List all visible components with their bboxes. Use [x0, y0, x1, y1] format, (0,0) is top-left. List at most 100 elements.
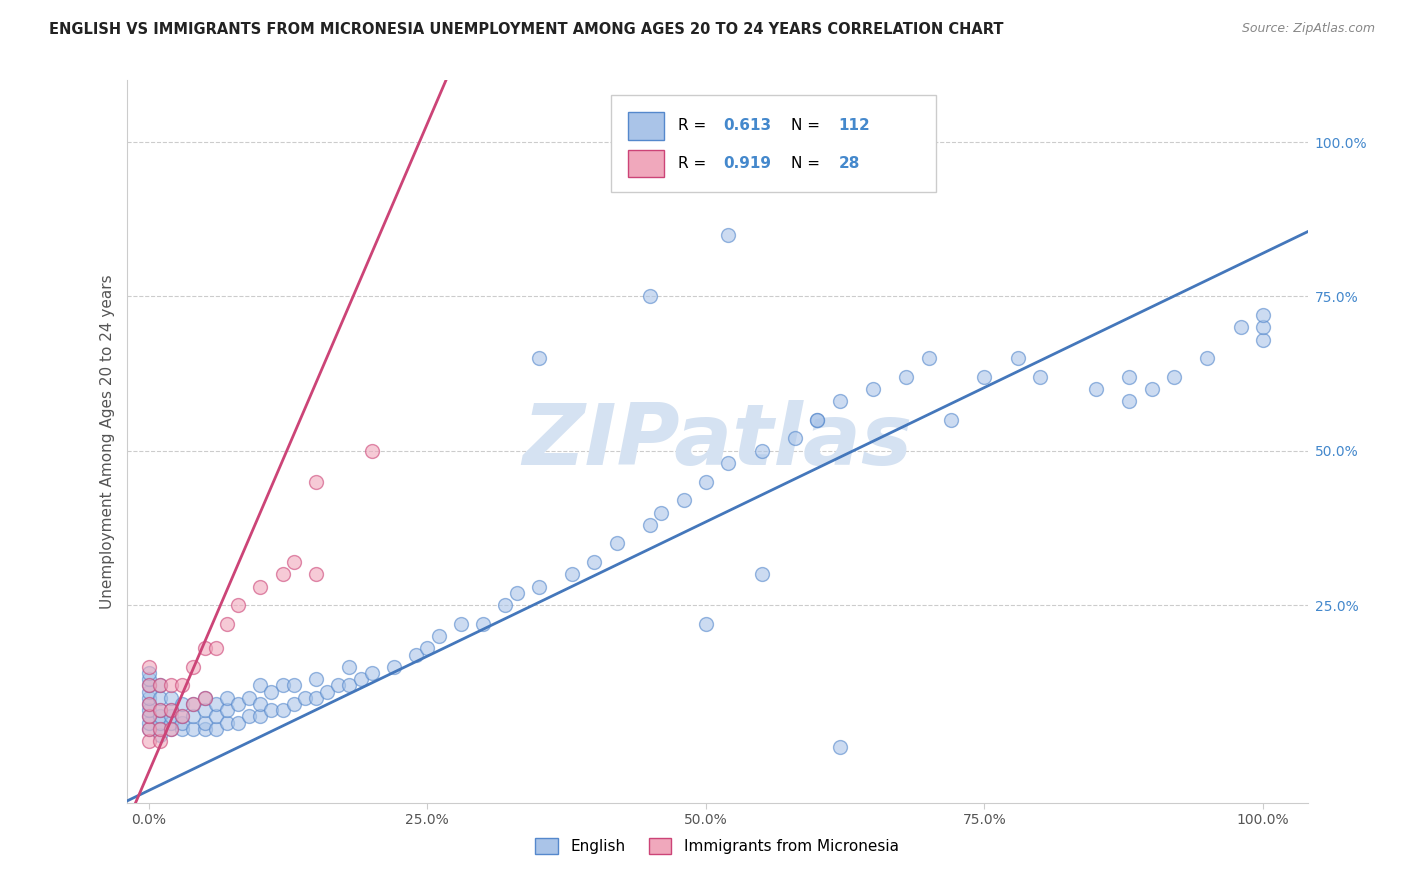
Point: [149, 678, 172, 692]
FancyBboxPatch shape: [628, 150, 664, 178]
Point: [193, 715, 215, 730]
Point: [249, 709, 271, 723]
Point: [1118, 369, 1140, 384]
FancyBboxPatch shape: [610, 95, 935, 193]
Point: [172, 697, 194, 711]
Point: [138, 678, 160, 692]
Point: [751, 443, 773, 458]
Point: [149, 703, 172, 717]
FancyBboxPatch shape: [628, 112, 664, 139]
Point: [1029, 369, 1052, 384]
Point: [149, 715, 172, 730]
Point: [160, 703, 183, 717]
Point: [783, 432, 806, 446]
Point: [215, 690, 238, 705]
Point: [138, 660, 160, 674]
Point: [828, 394, 851, 409]
Point: [204, 641, 226, 656]
Point: [138, 673, 160, 687]
Point: [183, 697, 205, 711]
Point: [1251, 333, 1274, 347]
Point: [1197, 351, 1219, 366]
Point: [226, 715, 249, 730]
Point: [204, 709, 226, 723]
Text: 28: 28: [839, 156, 860, 171]
Point: [606, 536, 628, 550]
Point: [583, 555, 606, 569]
Point: [717, 456, 740, 470]
Point: [172, 709, 194, 723]
Point: [193, 690, 215, 705]
Point: [260, 703, 283, 717]
Text: N =: N =: [792, 156, 825, 171]
Point: [215, 616, 238, 631]
Point: [751, 567, 773, 582]
Point: [271, 703, 294, 717]
Point: [1140, 382, 1163, 396]
Point: [172, 715, 194, 730]
Point: [160, 722, 183, 736]
Point: [294, 690, 316, 705]
Point: [204, 697, 226, 711]
Point: [450, 616, 472, 631]
Point: [138, 666, 160, 681]
Point: [215, 703, 238, 717]
Point: [172, 722, 194, 736]
Point: [939, 413, 962, 427]
Point: [1118, 394, 1140, 409]
Text: R =: R =: [678, 119, 711, 133]
Point: [638, 289, 661, 303]
Point: [160, 715, 183, 730]
Point: [862, 382, 884, 396]
Point: [138, 709, 160, 723]
Legend: English, Immigrants from Micronesia: English, Immigrants from Micronesia: [529, 832, 905, 860]
Point: [183, 697, 205, 711]
Point: [149, 709, 172, 723]
Point: [183, 660, 205, 674]
Point: [138, 697, 160, 711]
Point: [172, 678, 194, 692]
Point: [149, 690, 172, 705]
Point: [360, 666, 382, 681]
Point: [638, 517, 661, 532]
Text: R =: R =: [678, 156, 711, 171]
Point: [138, 722, 160, 736]
Point: [249, 580, 271, 594]
Text: 0.919: 0.919: [723, 156, 770, 171]
Point: [271, 567, 294, 582]
Point: [360, 443, 382, 458]
Point: [226, 697, 249, 711]
Point: [717, 227, 740, 242]
Point: [138, 703, 160, 717]
Point: [405, 648, 427, 662]
Point: [305, 475, 328, 489]
Text: ENGLISH VS IMMIGRANTS FROM MICRONESIA UNEMPLOYMENT AMONG AGES 20 TO 24 YEARS COR: ENGLISH VS IMMIGRANTS FROM MICRONESIA UN…: [49, 22, 1004, 37]
Point: [472, 616, 495, 631]
Point: [149, 722, 172, 736]
Point: [527, 580, 550, 594]
Point: [918, 351, 941, 366]
Point: [305, 567, 328, 582]
Point: [138, 684, 160, 698]
Point: [316, 684, 339, 698]
Point: [138, 690, 160, 705]
Point: [328, 678, 350, 692]
Point: [527, 351, 550, 366]
Text: 0.613: 0.613: [723, 119, 770, 133]
Point: [283, 697, 305, 711]
Point: [183, 709, 205, 723]
Point: [226, 598, 249, 612]
Point: [204, 722, 226, 736]
Point: [283, 678, 305, 692]
Point: [138, 734, 160, 748]
Point: [249, 697, 271, 711]
Point: [828, 740, 851, 755]
Point: [337, 660, 360, 674]
Point: [193, 722, 215, 736]
Point: [806, 413, 828, 427]
Point: [160, 703, 183, 717]
Point: [160, 709, 183, 723]
Point: [149, 722, 172, 736]
Point: [1163, 369, 1185, 384]
Point: [973, 369, 995, 384]
